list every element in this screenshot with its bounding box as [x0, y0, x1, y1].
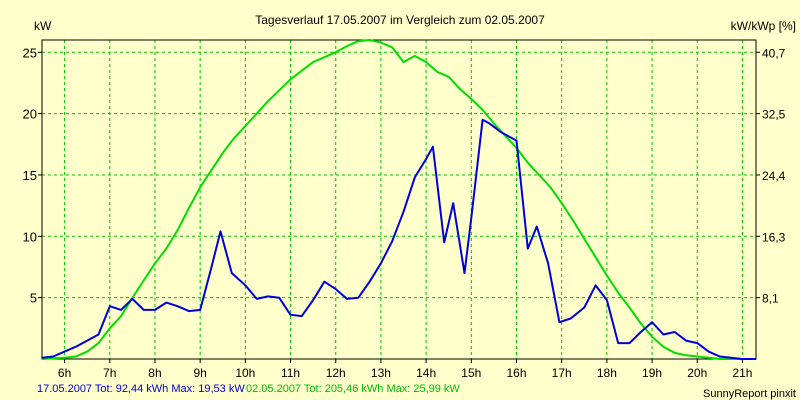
y-axis-label: kW	[34, 19, 52, 33]
axis-ticks: 6h 7h 8h 9h 10h 11h 12h 13h 14h 15h 16h 17h 18h 19h 20…	[23, 45, 786, 380]
x-tick-label: 21h	[732, 366, 752, 380]
chart-title: Tagesverlauf 17.05.2007 im Vergleich zum…	[255, 13, 545, 27]
x-tick-label: 12h	[326, 366, 346, 380]
credit-label: SunnyReport pinxit	[703, 388, 796, 400]
x-tick-label: 19h	[642, 366, 662, 380]
y-tick-label: 25	[23, 45, 37, 60]
series-2-summary: 02.05.2007 Tot: 205,46 kWh Max: 25,99 kW	[246, 383, 460, 395]
y2-tick-label: 32,5	[762, 108, 786, 122]
y-tick-label: 20	[23, 107, 37, 122]
grid	[42, 40, 756, 359]
y2-tick-label: 8,1	[762, 292, 779, 306]
x-tick-label: 15h	[461, 366, 481, 380]
y-tick-label: 10	[23, 229, 37, 244]
series-lines	[41, 39, 756, 360]
y-tick-label: 15	[23, 168, 37, 183]
x-tick-label: 8h	[148, 366, 161, 380]
x-tick-label: 16h	[506, 366, 526, 380]
x-tick-label: 17h	[552, 366, 572, 380]
x-tick-label: 7h	[103, 366, 116, 380]
x-tick-label: 18h	[597, 366, 617, 380]
y-tick-label: 5	[30, 291, 37, 306]
x-tick-label: 9h	[193, 366, 206, 380]
x-tick-label: 6h	[58, 366, 71, 380]
x-tick-label: 13h	[371, 366, 391, 380]
series-line-2	[41, 39, 756, 360]
series-1-summary: 17.05.2007 Tot: 92,44 kWh Max: 19,53 kW	[37, 383, 245, 395]
x-tick-label: 10h	[235, 366, 255, 380]
x-tick-label: 14h	[416, 366, 436, 380]
y2-tick-label: 16,3	[762, 230, 786, 244]
plot-frame	[41, 39, 757, 360]
x-tick-label: 11h	[281, 366, 300, 380]
y2-tick-label: 40,7	[762, 46, 786, 60]
y2-tick-label: 24,4	[762, 169, 786, 183]
y2-axis-label: kW/kWp [%]	[731, 19, 796, 33]
x-tick-label: 20h	[687, 366, 707, 380]
series-line-1	[41, 118, 756, 360]
